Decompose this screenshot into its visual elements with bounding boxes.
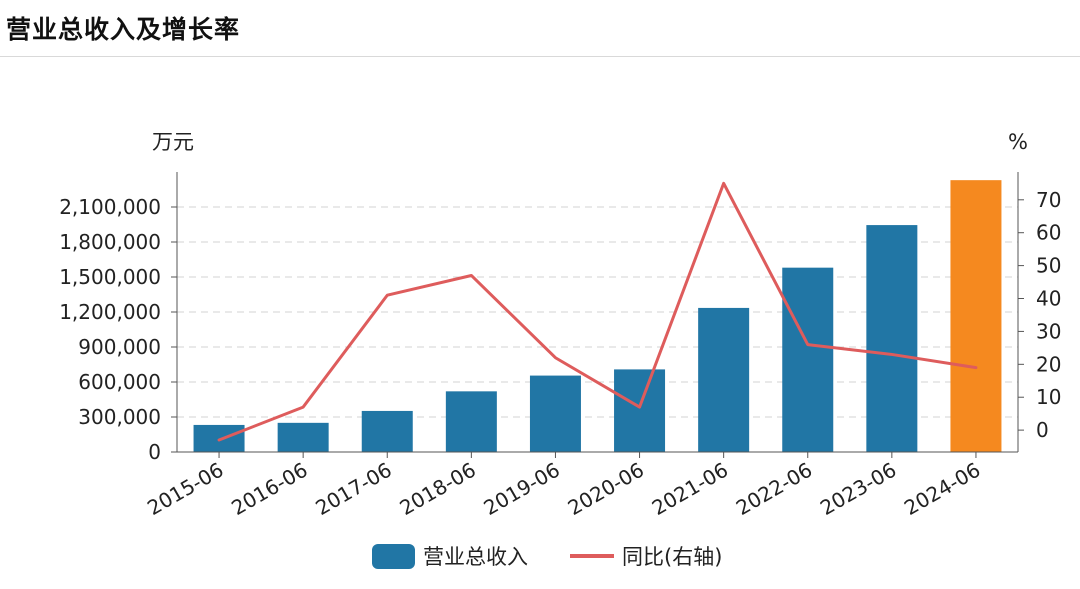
bar-2023-06: [866, 225, 918, 452]
legend-swatch-line: [570, 554, 614, 558]
bar-2024-06: [950, 180, 1002, 452]
y-right-unit-label: %: [1008, 130, 1028, 154]
bar-2022-06: [782, 267, 834, 452]
y-left-tick-label: 300,000: [78, 405, 161, 429]
y-left-tick-label: 1,500,000: [59, 265, 161, 289]
y-right-tick-label: 50: [1036, 254, 1061, 278]
x-tick-label: 2018-06: [395, 458, 479, 521]
bar-2019-06: [529, 375, 581, 452]
y-left-tick-label: 1,200,000: [59, 300, 161, 324]
y-right-tick-label: 70: [1036, 188, 1061, 212]
y-right-tick-label: 30: [1036, 319, 1061, 343]
legend-item-yoy[interactable]: 同比(右轴): [570, 541, 722, 571]
x-tick-label: 2015-06: [143, 458, 227, 521]
x-tick-label: 2017-06: [311, 458, 395, 521]
y-left-tick-label: 600,000: [78, 370, 161, 394]
y-right-tick-label: 60: [1036, 221, 1061, 245]
bar-2016-06: [277, 422, 329, 452]
legend-swatch-bar: [372, 543, 415, 569]
legend-label-yoy: 同比(右轴): [622, 545, 723, 569]
line-yoy-growth: [217, 181, 978, 442]
y-left-unit-label: 万元: [152, 130, 194, 154]
y-left-tick-label: 1,800,000: [59, 230, 161, 254]
x-tick-label: 2016-06: [227, 458, 311, 521]
legend-item-revenue[interactable]: 营业总收入: [372, 541, 528, 571]
y-right-tick-label: 40: [1036, 287, 1061, 311]
y-left-tick-label: 900,000: [78, 335, 161, 359]
x-tick-label: 2020-06: [564, 458, 648, 521]
bar-2017-06: [361, 410, 413, 452]
y-left-tick-label: 2,100,000: [59, 195, 161, 219]
bar-2018-06: [445, 391, 497, 452]
x-tick-label: 2021-06: [648, 458, 732, 521]
x-tick-label: 2022-06: [732, 458, 816, 521]
page-title: 营业总收入及增长率: [6, 15, 241, 44]
page-header: 营业总收入及增长率: [0, 0, 1080, 57]
x-tick-label: 2024-06: [900, 458, 984, 521]
x-tick-label: 2019-06: [480, 458, 564, 521]
chart-legend: 营业总收入 同比(右轴): [0, 541, 1080, 571]
bar-2020-06: [614, 369, 666, 452]
x-tick-label: 2023-06: [816, 458, 900, 521]
y-right-tick-label: 0: [1036, 418, 1049, 442]
y-left-tick-label: 0: [148, 440, 161, 464]
legend-label-revenue: 营业总收入: [423, 545, 528, 569]
y-right-tick-label: 20: [1036, 352, 1061, 376]
y-right-tick-label: 10: [1036, 385, 1061, 409]
bar-2021-06: [698, 307, 750, 452]
